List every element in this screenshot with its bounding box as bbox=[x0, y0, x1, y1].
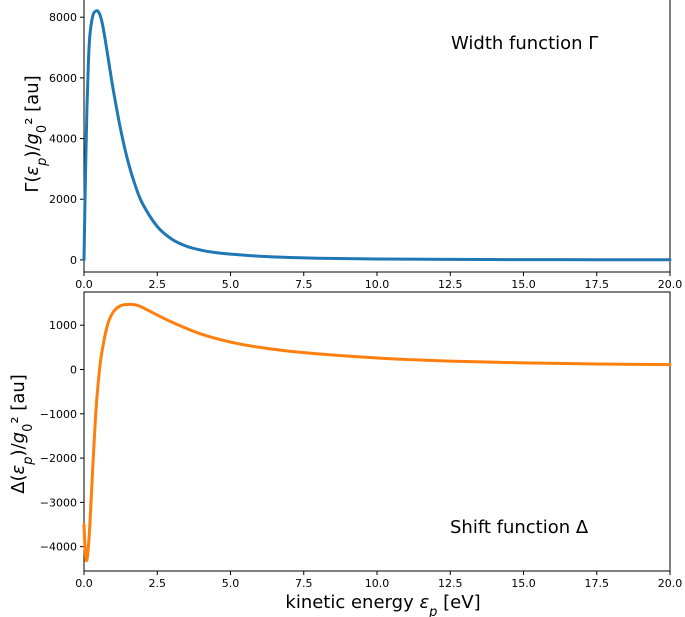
y-tick-label: 0 bbox=[70, 364, 77, 377]
y-tick-label: −4000 bbox=[40, 541, 77, 554]
series-group bbox=[82, 9, 672, 262]
shift-function-panel: −4000 −3000 −2000 −1000 0 1000 0.0 2.5 5.0 7.5 10… bbox=[8, 291, 682, 617]
x-tick-label: 7.5 bbox=[295, 278, 313, 291]
x-tick-label: 20.0 bbox=[658, 577, 683, 590]
series-line bbox=[82, 9, 672, 262]
series-group bbox=[82, 302, 672, 563]
y-axis-label: Γ(εp)/g0² [au] bbox=[22, 75, 50, 192]
series-line bbox=[82, 302, 672, 563]
y-axis-label: Δ(εp)/g0² [au] bbox=[8, 374, 36, 494]
x-tick-label: 5.0 bbox=[222, 278, 240, 291]
y-tick-label: −3000 bbox=[40, 496, 77, 509]
y-tick-label: 8000 bbox=[49, 11, 77, 24]
x-axis-label: kinetic energy εp [eV] bbox=[285, 592, 480, 617]
x-tick-label: 10.0 bbox=[365, 278, 390, 291]
y-tick-label: −1000 bbox=[40, 408, 77, 421]
x-tick-label: 7.5 bbox=[295, 577, 313, 590]
x-tick-label: 2.5 bbox=[149, 278, 167, 291]
x-tick-label: 12.5 bbox=[438, 278, 463, 291]
x-tick-label: 20.0 bbox=[658, 278, 683, 291]
y-tick-label: 4000 bbox=[49, 133, 77, 146]
y-tick-label: 2000 bbox=[49, 193, 77, 206]
y-tick-label: 6000 bbox=[49, 72, 77, 85]
y-ticks: −4000 −3000 −2000 −1000 0 1000 bbox=[40, 319, 84, 554]
annotation-shift-function: Shift function Δ bbox=[450, 517, 589, 538]
x-tick-label: 2.5 bbox=[149, 577, 167, 590]
x-tick-label: 12.5 bbox=[438, 577, 463, 590]
x-tick-label: 15.0 bbox=[511, 278, 536, 291]
x-tick-label: 15.0 bbox=[511, 577, 536, 590]
x-tick-label: 5.0 bbox=[222, 577, 240, 590]
x-tick-label: 17.5 bbox=[585, 278, 610, 291]
x-tick-label: 0.0 bbox=[75, 577, 93, 590]
width-function-panel: 0 2000 4000 6000 8000 0.0 2.5 5.0 7.5 10.0 12.5 15… bbox=[22, 0, 682, 291]
y-ticks: 0 2000 4000 6000 8000 bbox=[49, 11, 84, 267]
x-tick-label: 17.5 bbox=[585, 577, 610, 590]
y-tick-label: −2000 bbox=[40, 452, 77, 465]
y-tick-label: 1000 bbox=[49, 319, 77, 332]
x-ticks: 0.0 2.5 5.0 7.5 10.0 12.5 15.0 17.5 20.0 bbox=[75, 272, 682, 291]
annotation-width-function: Width function Γ bbox=[451, 33, 598, 54]
y-tick-label: 0 bbox=[70, 254, 77, 267]
x-tick-label: 10.0 bbox=[365, 577, 390, 590]
x-tick-label: 0.0 bbox=[75, 278, 93, 291]
x-ticks: 0.0 2.5 5.0 7.5 10.0 12.5 15.0 17.5 20.0 bbox=[75, 571, 682, 590]
